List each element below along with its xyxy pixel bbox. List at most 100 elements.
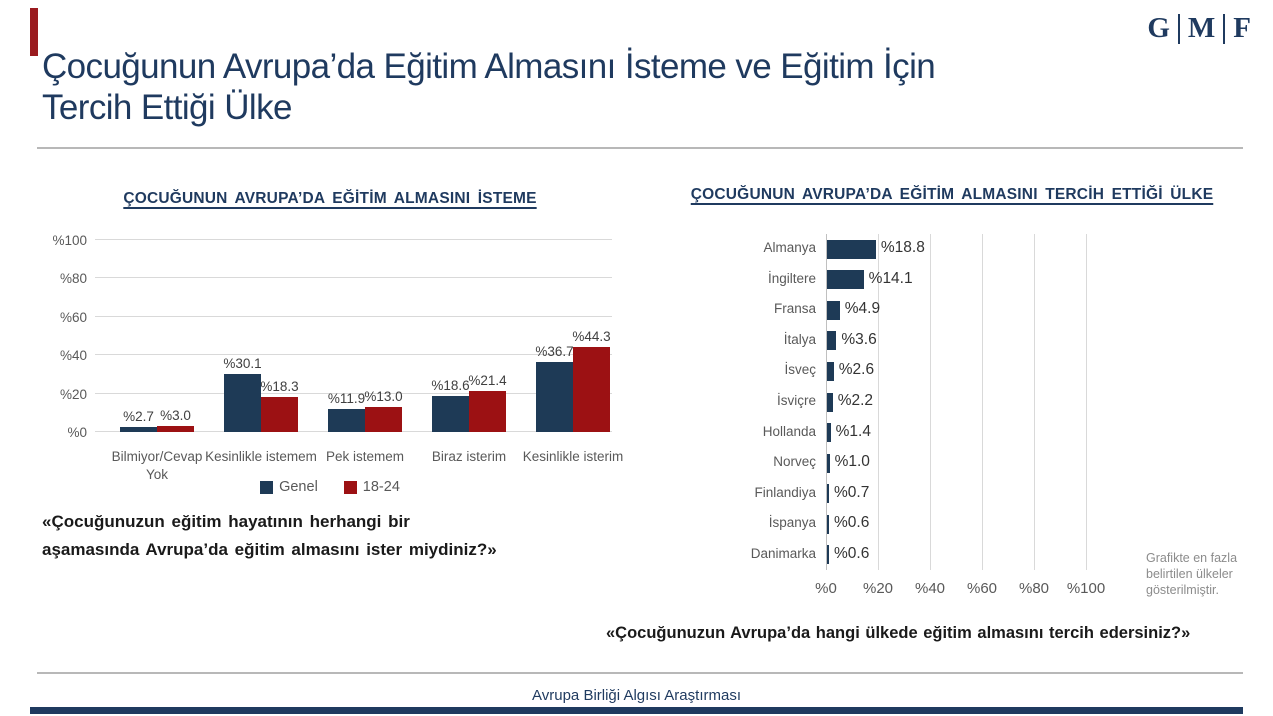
country-label: İspanya <box>768 515 816 531</box>
y-axis-tick: %80 <box>59 271 87 287</box>
gridline <box>826 234 827 570</box>
bar-value-label: %18.3 <box>260 378 299 394</box>
right-question-quote: «Çocuğunuzun Avrupa’da hangi ülkede eğit… <box>606 624 1191 642</box>
genel-bar <box>120 426 157 432</box>
age-18-24-bar <box>261 396 298 432</box>
footer-title: Avrupa Birliği Algısı Araştırması <box>532 687 741 704</box>
gridline <box>95 354 612 356</box>
gridline <box>1086 234 1087 570</box>
logo-letter-f: F <box>1233 12 1251 44</box>
age-18-24-swatch-icon <box>343 480 357 494</box>
logo-letter-m: M <box>1187 12 1216 44</box>
bar-value-label: %2.2 <box>837 392 874 409</box>
bar-value-label: %2.7 <box>123 408 154 424</box>
country-bar <box>827 514 829 534</box>
genel-bar <box>536 361 573 432</box>
genel-swatch-icon <box>260 480 274 494</box>
bar-value-label: %0.6 <box>834 544 870 562</box>
left-chart-legend: Genel 18-24 <box>45 479 615 495</box>
country-label: Norveç <box>773 454 816 470</box>
age-18-24-bar <box>157 426 194 432</box>
country-label: İngiltere <box>767 270 816 286</box>
gmf-logo: G M F <box>1147 12 1251 45</box>
country-label: İsviçre <box>776 393 816 408</box>
gridline <box>1034 234 1035 570</box>
legend-entry-18-24: 18-24 <box>343 479 400 495</box>
bar-value-label: %11.9 <box>327 391 366 407</box>
bar-value-label: %18.6 <box>431 378 470 394</box>
bar-value-label: %14.1 <box>868 269 913 287</box>
country-label: Fransa <box>773 301 816 317</box>
country-label: İsveç <box>784 362 816 378</box>
gridline <box>930 234 931 570</box>
bar-value-label: %0.6 <box>834 514 870 532</box>
country-label: Almanya <box>763 240 816 256</box>
x-axis-tick: %20 <box>862 580 894 597</box>
page-title-line2: Tercih Ettiği Ülke <box>42 88 292 127</box>
country-bar <box>827 545 829 565</box>
logo-letter-g: G <box>1147 12 1170 44</box>
age-18-24-bar <box>365 407 402 432</box>
category-label: Kesinlikle istemem <box>205 449 317 464</box>
x-axis-tick: %100 <box>1066 580 1106 597</box>
country-bar <box>827 484 829 504</box>
right-chart-plot: %18.8 %14.1 %4.9 %3.6 %2.6 %2.2 %1.4 %1.0 %0.7 %0… <box>826 234 1094 570</box>
logo-separator <box>1177 13 1180 44</box>
category-label: Biraz isterim <box>431 449 507 464</box>
bar-value-label: %13.0 <box>364 389 403 405</box>
bar-value-label: %3.6 <box>841 330 877 348</box>
country-label: İtalya <box>783 331 816 347</box>
y-axis-tick: %60 <box>59 309 87 325</box>
country-bar <box>827 239 876 259</box>
legend-label-18-24: 18-24 <box>362 479 400 495</box>
header-divider <box>37 147 1243 149</box>
page-title-line1: Çocuğunun Avrupa’da Eğitim Almasını İste… <box>42 47 936 86</box>
gridline <box>95 239 612 240</box>
gridline <box>982 234 983 570</box>
y-axis-tick: %100 <box>52 233 87 248</box>
bar-value-label: %1.0 <box>834 453 870 471</box>
category-label: Kesinlikle isterim <box>522 449 624 464</box>
right-chart: %18.8 %14.1 %4.9 %3.6 %2.6 %2.2 %1.4 %1.0 %0.7 %0… <box>690 228 1120 608</box>
age-18-24-bar <box>573 346 610 432</box>
bar-value-label: %2.6 <box>838 361 875 379</box>
gridline <box>95 315 612 317</box>
left-chart-plot: %0 %20 %40 %60 %80 %100 %2.7 %3.0 %30.1 %18.3 %11.… <box>52 233 612 440</box>
x-axis-tick: %0 <box>815 580 837 597</box>
bar-value-label: %3.0 <box>160 408 191 424</box>
gridline <box>878 234 879 570</box>
category-label: Pek istemem <box>325 449 405 464</box>
bar-value-label: %18.8 <box>880 239 925 257</box>
legend-label-genel: Genel <box>279 479 318 495</box>
bar-value-label: %44.3 <box>572 328 611 344</box>
y-axis-tick: %40 <box>59 348 87 364</box>
left-question-quote: «Çocuğunuzun eğitim hayatının herhangi b… <box>42 508 497 564</box>
bar-value-label: %21.4 <box>468 372 507 388</box>
age-18-24-bar <box>469 390 506 432</box>
left-quote-line1: «Çocuğunuzun eğitim hayatının herhangi b… <box>42 512 410 531</box>
logo-separator <box>1223 13 1226 44</box>
country-bar <box>827 423 831 443</box>
country-bar <box>827 270 864 290</box>
bar-value-label: %36.7 <box>535 343 574 359</box>
genel-bar <box>224 374 261 432</box>
country-label: Danimarka <box>750 545 816 561</box>
genel-bar <box>432 396 469 432</box>
legend-entry-genel: Genel <box>260 479 318 495</box>
footer-divider <box>37 672 1243 674</box>
x-axis-tick: %80 <box>1018 580 1050 597</box>
y-axis-tick: %20 <box>59 386 87 402</box>
chart-note: Grafikte en fazla belirtilen ülkeler gös… <box>1146 551 1238 597</box>
country-bar <box>827 453 830 473</box>
category-label: Bilmiyor/Cevap Yok <box>111 449 203 482</box>
bar-value-label: %0.7 <box>834 483 870 501</box>
right-chart-title: ÇOCUĞUNUN AVRUPA’DA EĞİTİM ALMASINI TERC… <box>690 186 1214 203</box>
x-axis-tick: %40 <box>914 580 946 597</box>
left-chart: %0 %20 %40 %60 %80 %100 %2.7 %3.0 %30.1 %18.3 %11.… <box>45 226 623 482</box>
country-bar <box>827 392 833 412</box>
country-bar <box>827 361 834 381</box>
country-label: Finlandiya <box>754 484 816 500</box>
left-chart-title: ÇOCUĞUNUN AVRUPA’DA EĞİTİM ALMASINI İSTE… <box>123 190 537 207</box>
genel-bar <box>328 409 365 432</box>
